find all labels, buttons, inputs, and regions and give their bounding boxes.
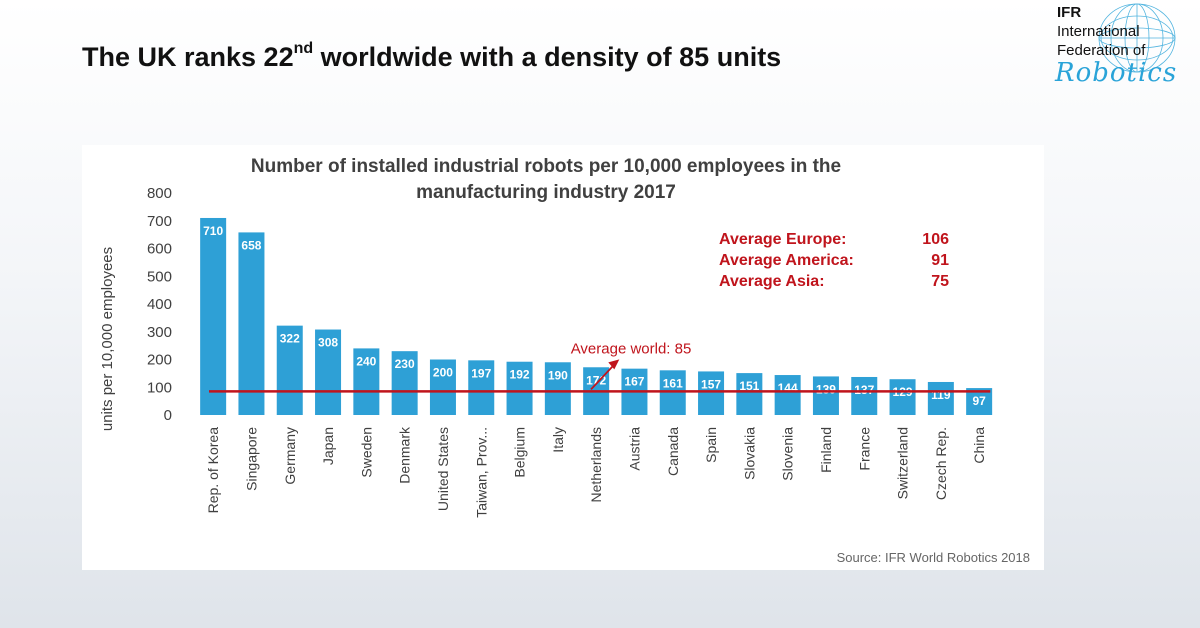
x-category-label: Belgium — [512, 427, 528, 478]
x-category-label: Taiwan, Prov... — [473, 427, 489, 518]
bar-15 — [736, 373, 763, 415]
bar-19 — [889, 379, 916, 415]
bar-value-label: 119 — [931, 388, 951, 402]
x-category-label: Austria — [626, 427, 642, 471]
average-asia: Average Asia: 75 — [719, 273, 949, 294]
bar-value-label: 197 — [471, 366, 491, 380]
x-category-label: Spain — [703, 427, 719, 463]
bar-value-label: 172 — [586, 373, 606, 387]
x-category-label: Germany — [282, 427, 298, 485]
x-category-label: Czech Rep. — [933, 427, 949, 500]
bar-value-label: 97 — [972, 394, 986, 408]
bar-value-label: 161 — [663, 376, 683, 390]
ifr-logo: IFR International Federation of Robotics — [1055, 2, 1195, 94]
x-category-label: Switzerland — [895, 427, 911, 499]
chart-source: Source: IFR World Robotics 2018 — [836, 550, 1030, 565]
logo-line-2: Federation of — [1057, 42, 1146, 59]
y-tick-label: 200 — [147, 352, 172, 369]
average-europe-value: 106 — [922, 231, 949, 248]
x-category-label: Canada — [665, 427, 681, 476]
slide-title-main: The UK ranks 22 — [82, 42, 294, 72]
x-category-label: Italy — [550, 427, 566, 453]
chart-title: Number of installed industrial robots pe… — [82, 154, 1010, 206]
bar-7 — [429, 359, 456, 415]
slide-title-rest: worldwide with a density of 85 units — [313, 42, 782, 72]
x-category-label: Rep. of Korea — [205, 427, 221, 514]
logo-line-1: International — [1057, 23, 1140, 40]
x-category-label: Netherlands — [588, 427, 604, 503]
bar-18 — [851, 376, 878, 415]
y-tick-label: 300 — [147, 324, 172, 341]
bar-value-label: 151 — [739, 379, 759, 393]
bar-3 — [276, 325, 303, 415]
bar-5 — [353, 348, 380, 415]
x-category-label: China — [971, 427, 987, 464]
bar-8 — [468, 360, 495, 415]
globe-icon — [1098, 3, 1176, 73]
bar-value-label: 710 — [203, 224, 223, 238]
x-category-label: France — [856, 427, 872, 471]
bar-2 — [238, 232, 265, 415]
bar-value-label: 190 — [548, 368, 568, 382]
chart-panel: Number of installed industrial robots pe… — [82, 145, 1044, 570]
bar-10 — [544, 362, 571, 415]
bar-16 — [774, 375, 801, 415]
x-category-label: Singapore — [243, 427, 259, 491]
bar-value-label: 322 — [280, 332, 300, 346]
average-america-value: 91 — [931, 252, 949, 269]
bar-chart: 0 100 200 300 400 500 600 700 800 units per 10,00… — [99, 185, 993, 518]
logo-abbr: IFR — [1057, 4, 1082, 21]
bar-value-label: 240 — [356, 354, 376, 368]
x-category-label: Sweden — [358, 427, 374, 478]
average-asia-value: 75 — [931, 273, 949, 290]
average-asia-label: Average Asia: — [719, 273, 825, 290]
y-tick-label: 0 — [164, 407, 172, 424]
reference-arrowhead — [608, 359, 620, 370]
x-category-label: Finland — [818, 427, 834, 473]
bar-value-label: 230 — [395, 357, 415, 371]
average-europe: Average Europe: 106 — [719, 231, 949, 252]
slide-title-superscript: nd — [293, 40, 314, 57]
bar-value-label: 139 — [816, 382, 836, 396]
bar-9 — [506, 361, 533, 415]
y-tick-label: 400 — [147, 296, 172, 313]
y-axis-label: units per 10,000 employees — [99, 247, 116, 431]
x-category-label: United States — [435, 427, 451, 511]
x-category-label: Japan — [320, 427, 336, 465]
bar-value-label: 167 — [624, 375, 644, 389]
bar-14 — [698, 371, 725, 415]
averages-box: Average Europe: 106 Average America: 91 … — [719, 231, 949, 294]
bar-17 — [812, 376, 839, 415]
bar-value-label: 192 — [510, 368, 530, 382]
bar-20 — [927, 381, 954, 415]
bar-1 — [200, 217, 227, 415]
bar-4 — [315, 329, 342, 415]
bar-value-label: 308 — [318, 336, 338, 350]
chart-title-line-1: Number of installed industrial robots pe… — [250, 156, 842, 177]
bar-value-label: 200 — [433, 366, 453, 380]
bar-value-label: 144 — [778, 381, 798, 395]
average-america-label: Average America: — [719, 252, 854, 269]
chart-title-line-2: manufacturing industry 2017 — [416, 182, 676, 203]
x-category-label: Slovenia — [780, 427, 796, 481]
y-tick-label: 800 — [147, 185, 172, 202]
slide-title: The UK ranks 22nd worldwide with a densi… — [82, 40, 782, 73]
y-tick-label: 500 — [147, 268, 172, 285]
average-america: Average America: 91 — [719, 252, 949, 273]
average-europe-label: Average Europe: — [719, 231, 847, 248]
y-tick-label: 100 — [147, 379, 172, 396]
reference-line-label: Average world: 85 — [571, 340, 692, 357]
logo-script: Robotics — [1055, 58, 1178, 88]
y-tick-label: 600 — [147, 241, 172, 258]
x-category-label: Denmark — [397, 426, 413, 484]
x-category-label: Slovakia — [741, 427, 757, 480]
bar-value-label: 157 — [701, 377, 721, 391]
bar-value-label: 137 — [854, 383, 874, 397]
bar-value-label: 658 — [241, 238, 261, 252]
y-tick-label: 700 — [147, 213, 172, 230]
bar-6 — [391, 351, 418, 415]
